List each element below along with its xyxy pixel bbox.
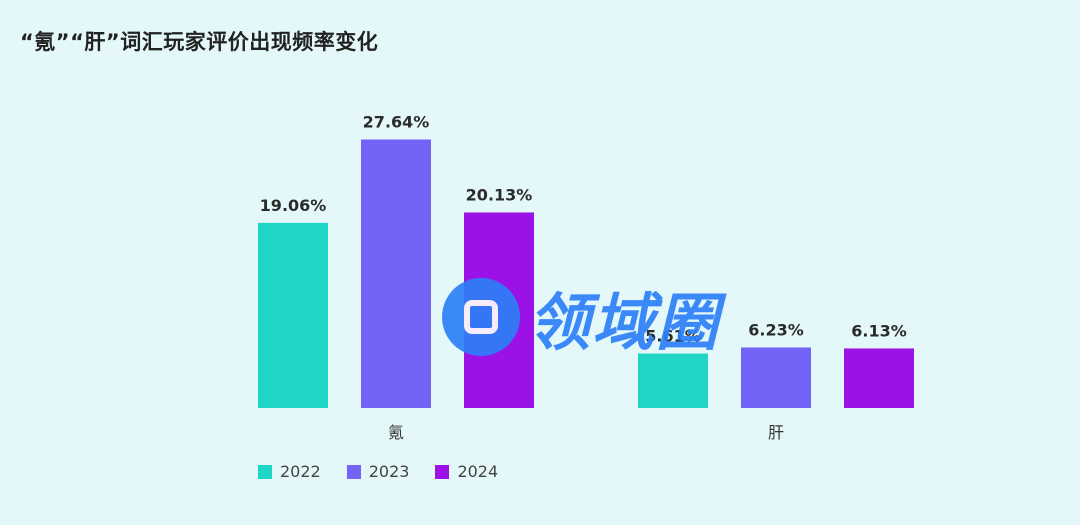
watermark-logo-icon: [442, 278, 520, 356]
legend-item-2024: 2024: [435, 462, 498, 481]
data-label-2022-0: 19.06%: [260, 196, 327, 215]
chart-title: “氪”“肝”词汇玩家评价出现频率变化: [20, 30, 379, 54]
data-label-2024-1: 6.13%: [851, 321, 907, 340]
legend-label-2023: 2023: [368, 462, 410, 481]
legend-swatch-2022: [258, 464, 272, 479]
bar-2022-0: [258, 222, 328, 408]
legend-label-2024: 2024: [457, 462, 499, 481]
legend-item-2022: 2022: [258, 462, 321, 481]
legend-label-2022: 2022: [280, 462, 321, 481]
watermark: 领域圈: [442, 272, 720, 362]
category-label-0: 氪: [388, 423, 404, 442]
legend-item-2023: 2023: [346, 462, 410, 481]
data-label-2023-1: 6.23%: [748, 320, 804, 339]
bar-2024-1: [844, 348, 914, 408]
legend: 2022 2023 2024: [258, 462, 498, 481]
bar-2022-1: [638, 353, 708, 408]
category-label-1: 肝: [768, 423, 784, 442]
data-label-2022-1: 5.61%: [645, 327, 701, 346]
legend-swatch-2023: [346, 464, 361, 479]
bar-2023-1: [741, 347, 811, 408]
watermark-text: 领域圈: [528, 286, 721, 359]
bar-2023-0: [361, 139, 431, 408]
data-label-2023-0: 27.64%: [363, 113, 430, 132]
data-label-2024-0: 20.13%: [466, 185, 533, 204]
legend-swatch-2024: [435, 464, 450, 479]
